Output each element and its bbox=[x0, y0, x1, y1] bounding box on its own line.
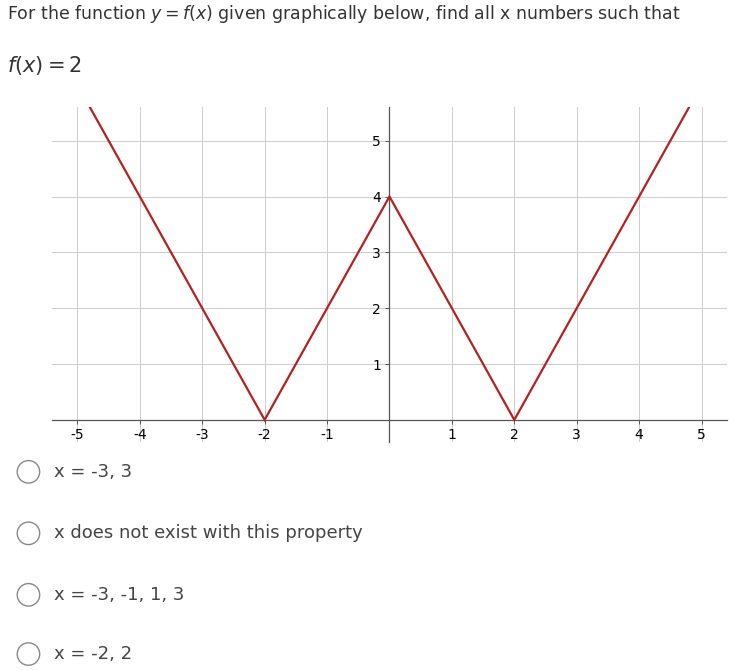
Text: x = -2, 2: x = -2, 2 bbox=[54, 645, 132, 663]
Text: x = -3, 3: x = -3, 3 bbox=[54, 463, 132, 481]
Text: For the function $y = f(x)$ given graphically below, find all x numbers such tha: For the function $y = f(x)$ given graphi… bbox=[7, 3, 681, 25]
Text: $f(x) = 2$: $f(x) = 2$ bbox=[7, 54, 82, 77]
Text: x = -3, -1, 1, 3: x = -3, -1, 1, 3 bbox=[54, 586, 184, 604]
Text: x does not exist with this property: x does not exist with this property bbox=[54, 525, 363, 542]
